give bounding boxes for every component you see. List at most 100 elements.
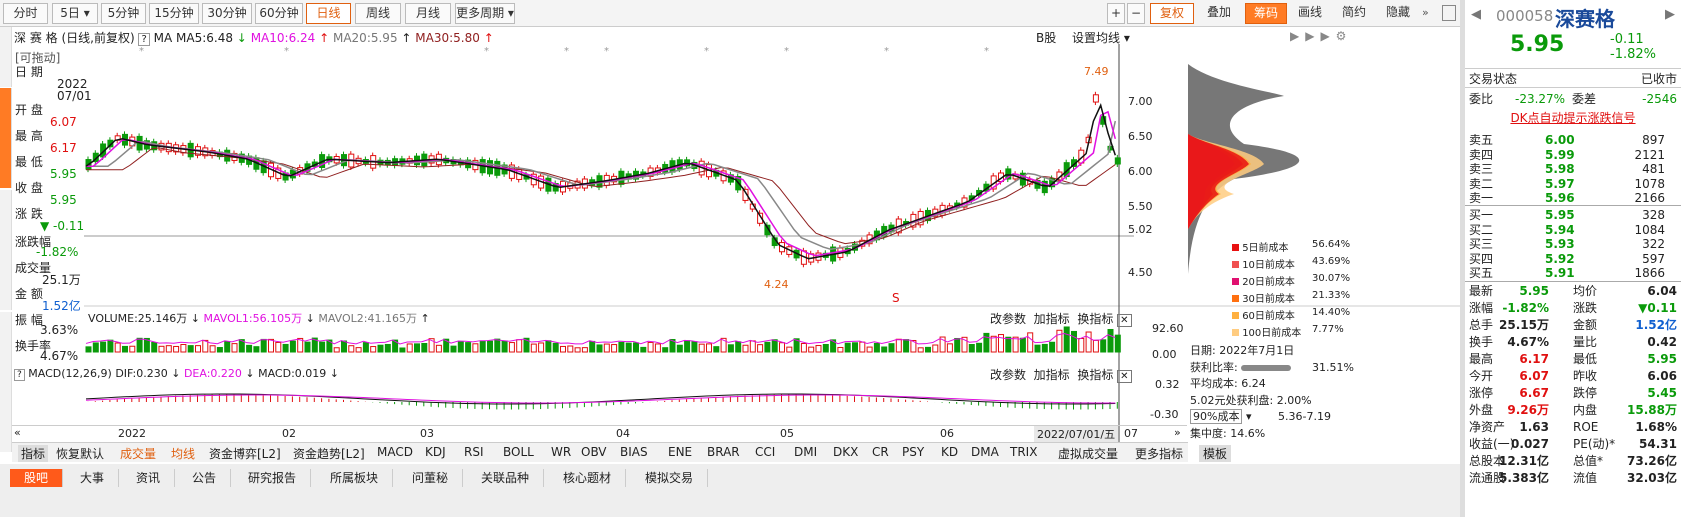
dk-signal-link[interactable]: DK点自动提示涨跌信号 bbox=[1510, 111, 1636, 125]
bids-row[interactable]: 买二 5.94 1084 bbox=[1469, 222, 1665, 237]
indicator-tab[interactable]: RSI bbox=[464, 445, 484, 459]
volume-bar bbox=[333, 347, 340, 353]
volume-bar bbox=[231, 343, 238, 353]
macd-add-button[interactable]: 加指标 bbox=[1033, 368, 1070, 382]
bottom-tab[interactable]: 大事 bbox=[66, 469, 120, 487]
kline-chart-area[interactable]: * * * * * * * * * 7.49 4.24 S bbox=[84, 44, 1464, 464]
left-tab-2[interactable] bbox=[0, 190, 12, 310]
indicator-tab[interactable]: PSY bbox=[902, 445, 925, 459]
bottom-tab[interactable]: 问董秘 bbox=[398, 469, 464, 487]
candle bbox=[1114, 157, 1121, 165]
indicator-tab[interactable]: KDJ bbox=[425, 445, 446, 459]
scroll-right-icon[interactable]: » bbox=[1174, 426, 1181, 439]
bottom-tab[interactable]: 公告 bbox=[178, 469, 232, 487]
indicator-tab[interactable]: 成交量 bbox=[120, 447, 157, 461]
period-6[interactable]: 日线 bbox=[306, 3, 351, 24]
macd-help-icon[interactable]: ? bbox=[14, 369, 25, 381]
draw-tools-icon[interactable]: ▶▶▶⚙ bbox=[1290, 29, 1353, 43]
bottom-tab[interactable]: 所属板块 bbox=[316, 469, 394, 487]
indicator-tab[interactable]: CCI bbox=[755, 445, 776, 459]
bottom-tab[interactable]: 关联品种 bbox=[467, 469, 545, 487]
period-8[interactable]: 月线 bbox=[405, 3, 451, 24]
bids-row[interactable]: 买一 5.95 328 bbox=[1469, 208, 1665, 222]
simple-button[interactable]: 简约 bbox=[1341, 5, 1366, 19]
prev-stock-icon[interactable]: ◀ bbox=[1471, 7, 1481, 22]
fuquan-button[interactable]: 复权 bbox=[1150, 3, 1194, 24]
indicator-tab[interactable]: BRAR bbox=[707, 445, 740, 459]
drag-label[interactable]: [可拖动] bbox=[15, 51, 61, 65]
bottom-tab[interactable]: 资讯 bbox=[122, 469, 176, 487]
bids-row[interactable]: 买三 5.93 322 bbox=[1469, 237, 1665, 251]
indicator-tab[interactable]: 均线 bbox=[171, 447, 196, 461]
bids-row[interactable]: 买四 5.92 597 bbox=[1469, 251, 1665, 266]
period-0[interactable]: 分时 bbox=[3, 3, 48, 24]
asks-row[interactable]: 卖二 5.97 1078 bbox=[1469, 176, 1665, 191]
asks-row[interactable]: 卖五 6.00 897 bbox=[1469, 133, 1665, 147]
asks-row[interactable]: 卖四 5.99 2121 bbox=[1469, 147, 1665, 162]
bottom-tab[interactable]: 模拟交易 bbox=[631, 469, 709, 487]
indicator-tab[interactable]: WR bbox=[551, 445, 572, 459]
chg-value: ▼ -0.11 bbox=[40, 219, 85, 233]
indicator-tab[interactable]: KD bbox=[941, 445, 959, 459]
hide-button[interactable]: 隐藏 bbox=[1385, 5, 1410, 19]
close-icon[interactable]: ✕ bbox=[1117, 370, 1132, 383]
bids-row[interactable]: 买五 5.91 1866 bbox=[1469, 266, 1665, 280]
indicator-tab[interactable]: BIAS bbox=[620, 445, 648, 459]
left-tab-3[interactable] bbox=[0, 312, 12, 452]
left-tab-1[interactable] bbox=[0, 27, 12, 87]
zoom-out-button[interactable]: − bbox=[1127, 3, 1145, 24]
macd-param-button[interactable]: 改参数 bbox=[990, 368, 1027, 382]
period-3[interactable]: 15分钟 bbox=[149, 3, 199, 24]
volume-switch-button[interactable]: 换指标 bbox=[1077, 312, 1114, 326]
indicator-tab[interactable]: 指标 bbox=[18, 445, 49, 462]
bottom-tab[interactable]: 研究报告 bbox=[234, 469, 312, 487]
next-stock-icon[interactable]: ▶ bbox=[1665, 7, 1675, 22]
indicator-tab[interactable]: 资金博弈[L2] bbox=[209, 447, 281, 461]
scroll-left-icon[interactable]: « bbox=[14, 426, 21, 439]
indicator-tab[interactable]: 恢复默认 bbox=[56, 447, 105, 461]
left-tab-active[interactable] bbox=[0, 88, 12, 188]
double-chevron-icon[interactable]: » bbox=[1422, 6, 1429, 19]
chip-cost[interactable]: 90%成本 ▾ 5.36-7.19 bbox=[1190, 409, 1360, 426]
panel-toggle-icon[interactable] bbox=[1442, 5, 1456, 21]
indicator-tab[interactable]: CR bbox=[872, 445, 889, 459]
period-1[interactable]: 5日 ▾ bbox=[52, 3, 98, 24]
volume-add-button[interactable]: 加指标 bbox=[1033, 312, 1070, 326]
b-share-link[interactable]: B股 bbox=[1036, 31, 1057, 45]
indicator-tab[interactable]: MACD bbox=[377, 445, 413, 459]
close-icon[interactable]: ✕ bbox=[1117, 314, 1132, 327]
chip-button[interactable]: 筹码 bbox=[1245, 3, 1287, 24]
overlay-button[interactable]: 叠加 bbox=[1206, 5, 1231, 19]
indicator-tab[interactable]: 资金趋势[L2] bbox=[293, 447, 365, 461]
indicator-tab[interactable]: ENE bbox=[668, 445, 693, 459]
stock-chg: -0.11 bbox=[1610, 32, 1644, 47]
asks-row[interactable]: 卖一 5.96 2166 bbox=[1469, 191, 1665, 205]
volume-param-button[interactable]: 改参数 bbox=[990, 312, 1027, 326]
bottom-tab[interactable]: 核心题材 bbox=[549, 469, 627, 487]
indicator-tab[interactable]: 更多指标 bbox=[1135, 447, 1184, 461]
asks-row[interactable]: 卖三 5.98 481 bbox=[1469, 162, 1665, 176]
indicator-tab[interactable]: 虚拟成交量 bbox=[1058, 447, 1119, 461]
period-5[interactable]: 60分钟 bbox=[255, 3, 303, 24]
indicator-tab[interactable]: DMA bbox=[971, 445, 999, 459]
indicator-tab[interactable]: OBV bbox=[581, 445, 607, 459]
bottom-tab[interactable]: 股吧 bbox=[10, 469, 64, 487]
draw-line-button[interactable]: 画线 bbox=[1297, 5, 1322, 19]
period-9[interactable]: 更多周期 ▾ bbox=[455, 3, 515, 24]
period-4[interactable]: 30分钟 bbox=[202, 3, 252, 24]
indicator-tab[interactable]: TRIX bbox=[1010, 445, 1038, 459]
indicator-tab[interactable]: BOLL bbox=[503, 445, 534, 459]
help-icon[interactable]: ? bbox=[138, 33, 150, 46]
macd-value: MACD:0.019 bbox=[258, 367, 327, 380]
indicator-tab[interactable]: 模板 bbox=[1199, 445, 1232, 462]
volume-bar bbox=[822, 343, 829, 353]
macd-switch-button[interactable]: 换指标 bbox=[1077, 368, 1114, 382]
period-2[interactable]: 5分钟 bbox=[101, 3, 146, 24]
volume-bar bbox=[187, 345, 194, 353]
indicator-tab[interactable]: DMI bbox=[794, 445, 818, 459]
period-7[interactable]: 周线 bbox=[355, 3, 401, 24]
volume-bar bbox=[779, 342, 785, 353]
zoom-in-button[interactable]: + bbox=[1107, 3, 1125, 24]
set-ma-dropdown[interactable]: 设置均线 ▾ bbox=[1072, 31, 1130, 45]
indicator-tab[interactable]: DKX bbox=[833, 445, 859, 459]
